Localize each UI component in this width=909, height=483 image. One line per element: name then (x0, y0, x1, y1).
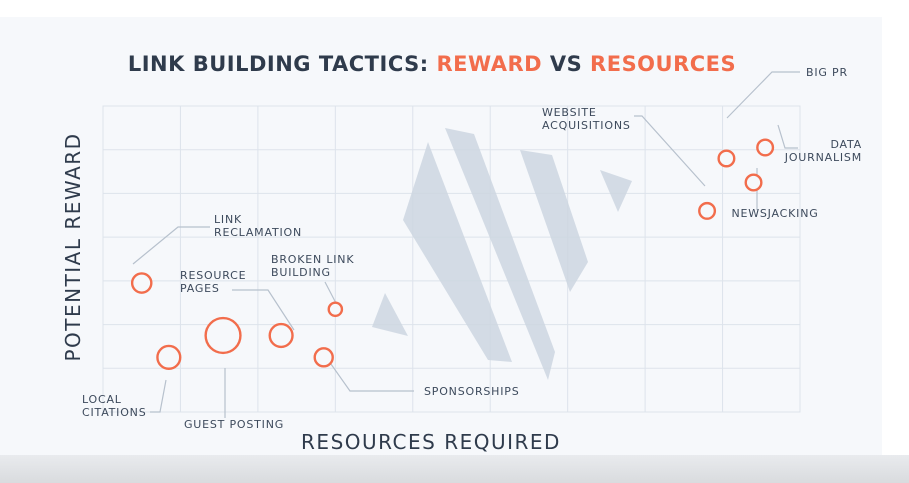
point-label: GUEST POSTING (184, 418, 284, 431)
point-label-line: GUEST POSTING (184, 418, 284, 431)
point-label-line: LINK (214, 213, 242, 226)
data-point (744, 173, 763, 192)
point-label-line: NEWSJACKING (731, 207, 818, 220)
data-point (268, 322, 294, 349)
point-label-line: BROKEN LINK (271, 253, 354, 266)
decorative-stripes (372, 128, 632, 380)
title-part-1: REWARD (436, 52, 542, 76)
point-label: BROKEN LINK BUILDING (271, 253, 354, 279)
leader-line (634, 115, 706, 187)
leader-line (777, 124, 798, 149)
data-point (327, 301, 344, 318)
leader-line (232, 289, 295, 331)
point-label: LOCAL CITATIONS (82, 393, 147, 419)
point-label-line: DATA (830, 138, 862, 151)
data-point (756, 138, 775, 157)
point-label-line: WEBSITE (542, 106, 597, 119)
point-label: BIG PR (806, 66, 848, 79)
stripe-shape (403, 142, 512, 362)
point-label-line: BUILDING (271, 266, 331, 279)
point-label-line: PAGES (180, 282, 220, 295)
point-label-line: RESOURCE (180, 269, 246, 282)
title-part-0: LINK BUILDING TACTICS: (128, 52, 437, 76)
point-label-line: JOURNALISM (784, 151, 862, 164)
data-point (313, 347, 334, 368)
leader-line (150, 379, 167, 413)
data-point (717, 149, 736, 168)
data-point (698, 201, 717, 220)
point-label-line: ACQUISITIONS (542, 119, 631, 132)
data-point (204, 316, 242, 355)
stripe-shape (600, 170, 632, 212)
data-point (156, 344, 182, 370)
stripe-shape (520, 150, 588, 292)
bottom-shadow (0, 455, 909, 483)
point-label: LINK RECLAMATION (214, 213, 302, 239)
point-label: DATA JOURNALISM (784, 138, 862, 164)
point-label-line: BIG PR (806, 66, 848, 79)
leader-line (132, 226, 210, 265)
y-axis-title: POTENTIAL REWARD (61, 132, 85, 361)
title-part-3: RESOURCES (590, 52, 736, 76)
title-part-2: VS (542, 52, 590, 76)
stripe-shape (445, 128, 555, 380)
point-label: WEBSITE ACQUISITIONS (542, 106, 631, 132)
point-label-line: SPONSORSHIPS (424, 385, 520, 398)
x-axis-title: RESOURCES REQUIRED (301, 430, 561, 454)
leader-line (325, 356, 414, 392)
point-label-line: LOCAL (82, 393, 122, 406)
leader-line (726, 71, 800, 119)
data-points (130, 138, 775, 370)
chart-title: LINK BUILDING TACTICS: REWARD VS RESOURC… (128, 52, 736, 76)
stripe-shape (372, 293, 408, 336)
data-point (130, 272, 153, 294)
point-label: RESOURCE PAGES (180, 269, 246, 295)
point-label-line: CITATIONS (82, 406, 147, 419)
plot-frame (102, 105, 801, 413)
point-label: NEWSJACKING (731, 207, 818, 220)
point-label-line: RECLAMATION (214, 226, 302, 239)
point-label: SPONSORSHIPS (424, 385, 520, 398)
